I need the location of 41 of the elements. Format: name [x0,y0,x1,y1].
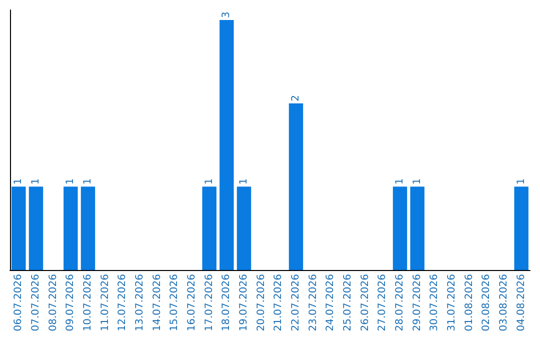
data-label: 2 [290,94,302,102]
x-tick-label: 11.07.2026 [100,274,111,332]
x-tick-label: 07.07.2026 [30,274,42,332]
x-tick-label: 13.07.2026 [134,274,146,332]
data-label: 1 [238,178,250,185]
data-label: 1 [394,178,406,185]
x-tick-label: 06.07.2026 [13,274,24,332]
x-tick-label: 04.08.2026 [516,274,527,332]
x-tick-label: 18.07.2026 [221,274,232,332]
x-tick-label: 23.07.2026 [308,274,319,332]
x-tick-label: 15.07.2026 [169,274,180,332]
x-tick-label: 08.07.2026 [48,274,59,332]
x-tick-label: 22.07.2026 [290,274,302,332]
x-tick-label: 02.08.2026 [481,274,492,332]
data-label: 1 [412,178,423,185]
x-tick-label: 17.07.2026 [204,274,215,332]
x-tick-label: 29.07.2026 [412,274,423,332]
x-tick-label: 20.07.2026 [256,274,267,332]
x-tick-label: 03.08.2026 [498,274,510,332]
data-label: 1 [516,178,527,185]
x-tick-label: 27.07.2026 [377,274,388,332]
x-tick-label: 14.07.2026 [152,274,163,332]
data-label: 1 [65,178,76,185]
x-tick-label: 10.07.2026 [82,274,94,332]
x-tick-label: 21.07.2026 [273,274,284,332]
x-tick-label: 30.07.2026 [429,274,440,332]
x-tick-label: 28.07.2026 [394,274,406,332]
data-label: 1 [30,178,42,185]
x-tick-label: 25.07.2026 [342,274,354,332]
data-label: 1 [204,178,215,185]
data-label: 3 [221,12,232,18]
data-label: 1 [13,178,24,185]
x-tick-label: 12.07.2026 [117,274,128,332]
x-tick-label: 01.08.2026 [464,274,475,332]
data-label: 1 [82,178,94,185]
x-tick-label: 24.07.2026 [325,274,336,332]
x-tick-label: 09.07.2026 [65,274,76,332]
x-tick-label: 19.07.2026 [238,274,250,332]
x-tick-label: 16.07.2026 [186,274,198,332]
x-tick-label: 31.07.2026 [446,274,458,332]
x-tick-label: 26.07.2026 [360,274,371,332]
